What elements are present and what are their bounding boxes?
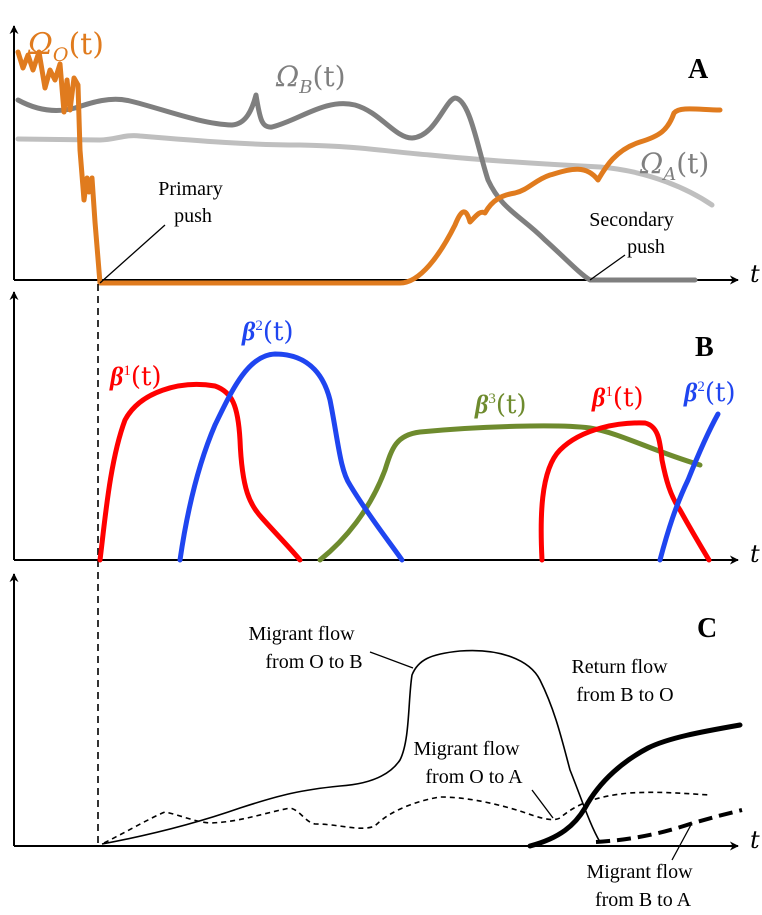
omega-b-label: ΩB(t): [275, 60, 346, 98]
flow-b-to-a-label: Migrant flow from B to A: [586, 861, 697, 911]
flow-o-to-a-leader: [531, 789, 554, 819]
beta1-first-curve: [97, 382, 303, 563]
beta1-first-label: β1(t): [109, 362, 162, 392]
beta3-curve: [317, 423, 703, 563]
omega-o-curve: [15, 49, 723, 286]
panel-a-t-label: t: [750, 260, 760, 288]
panel-b-letter: B: [695, 332, 714, 363]
panel-a: t A ΩO(t) ΩB(t) ΩA(t) Primary push Secon…: [9, 25, 760, 843]
beta1-second-curve: [538, 420, 712, 563]
omega-a-label: ΩA(t): [639, 147, 709, 185]
panel-c-letter: C: [697, 613, 717, 644]
panel-c: t C Migrant flow from O to B Return flow…: [9, 573, 760, 911]
beta2-first-label: β2(t): [241, 317, 294, 347]
primary-push-leader: [99, 224, 166, 284]
panel-a-letter: A: [688, 54, 709, 85]
beta2-second-label: β2(t): [683, 378, 736, 408]
panel-c-t-label: t: [750, 826, 760, 854]
flow-o-to-b-curve: [101, 649, 601, 845]
flow-o-to-a-curve: [103, 791, 711, 844]
flow-o-to-b-leader: [369, 651, 414, 669]
flow-b-to-a-curve: [595, 808, 743, 844]
omega-o-label: ΩO(t): [27, 27, 104, 66]
flow-o-to-b-label: Migrant flow from O to B: [248, 623, 362, 673]
panel-b-t-label: t: [750, 540, 760, 568]
secondary-push-label: Secondary push: [589, 209, 678, 258]
flow-o-to-a-label: Migrant flow from O to A: [413, 738, 524, 788]
flow-b-to-a-leader: [671, 822, 693, 861]
beta2-first-curve: [177, 351, 405, 563]
omega-a-curve: [15, 133, 715, 208]
beta2-second-curve: [657, 411, 721, 563]
secondary-push-leader: [589, 254, 626, 281]
beta1-second-label: β1(t): [591, 383, 644, 413]
panel-b: t B β1(t) β2(t) β3(t) β1(t) β2(t): [9, 291, 760, 568]
return-flow-label: Return flow from B to O: [571, 656, 673, 706]
beta3-label: β3(t): [474, 390, 527, 420]
return-flow-b-to-o-curve: [527, 722, 743, 849]
primary-push-label: Primary push: [158, 178, 227, 227]
omega-b-curve: [15, 92, 698, 283]
